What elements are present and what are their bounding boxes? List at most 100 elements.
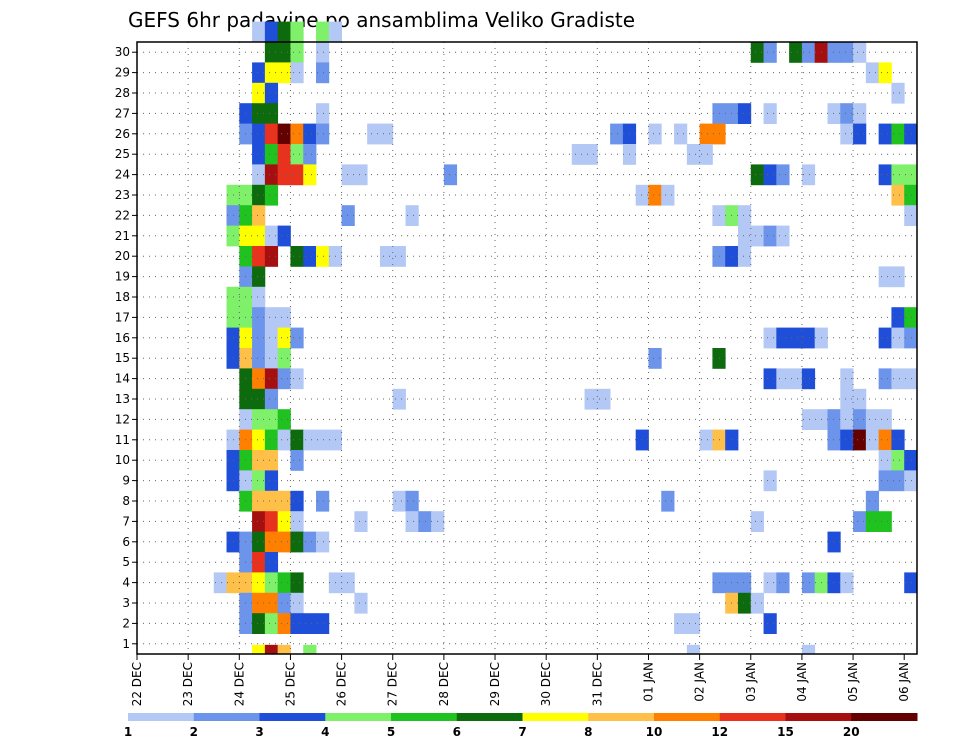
heatmap-cell [827, 572, 841, 594]
heatmap-cell [776, 164, 790, 186]
heatmap-cell [252, 246, 266, 267]
heatmap-cell [264, 644, 279, 655]
heatmap-cell [891, 266, 905, 288]
heatmap-cell [264, 613, 279, 634]
heatmap-cell [264, 429, 279, 451]
heatmap-cell [290, 531, 304, 553]
heatmap-cell [405, 205, 419, 226]
heatmap-cell [904, 164, 918, 186]
colorbar-swatch [522, 713, 589, 721]
heatmap-cell [303, 613, 317, 634]
heatmap-cell [252, 644, 266, 655]
heatmap-cell [686, 644, 701, 655]
heatmap-cell [584, 388, 598, 410]
heatmap-cell [853, 409, 867, 430]
heatmap-cell [341, 572, 355, 594]
heatmap-cell [904, 205, 918, 226]
y-tick-label: 8 [122, 494, 130, 508]
heatmap-cell [252, 470, 266, 492]
heatmap-cell [840, 388, 854, 410]
heatmap-cell [264, 82, 279, 104]
heatmap-cell [264, 592, 279, 614]
heatmap-cell [763, 327, 777, 349]
y-tick-label: 15 [115, 351, 130, 365]
heatmap-cell [277, 592, 291, 614]
heatmap-cell [878, 62, 892, 84]
heatmap-cell [264, 62, 279, 84]
heatmap-cell [277, 62, 291, 84]
heatmap-cell [277, 348, 291, 369]
heatmap-cell [367, 123, 381, 145]
heatmap-cell [904, 123, 918, 145]
colorbar-label: 3 [255, 725, 263, 739]
heatmap-cell [303, 429, 317, 451]
heatmap-cell [277, 644, 291, 655]
x-tick-label: 31 DEC [590, 662, 604, 706]
colorbar-label: 8 [584, 725, 592, 739]
heatmap-cell [737, 103, 752, 124]
heatmap-cell [316, 490, 330, 512]
heatmap-cell [252, 592, 266, 614]
heatmap-cell [750, 511, 764, 532]
heatmap-cell [277, 123, 291, 145]
heatmap-cell [264, 21, 279, 43]
heatmap-cell [635, 184, 649, 206]
heatmap-cell [264, 123, 279, 145]
heatmap-cell [853, 388, 867, 410]
heatmap-cell [904, 327, 918, 349]
heatmap-cell [252, 184, 266, 206]
colorbar-swatch [391, 713, 458, 721]
chart-title: GEFS 6hr padavine po ansamblima Veliko G… [128, 8, 635, 32]
y-tick-label: 9 [122, 474, 130, 488]
x-tick-label: 24 DEC [232, 662, 246, 706]
y-tick-label: 23 [115, 188, 130, 202]
heatmap-cell [277, 144, 291, 165]
heatmap-cell [316, 103, 330, 124]
heatmap-cell [252, 490, 266, 512]
heatmap-cell [392, 246, 406, 267]
heatmap-cell [277, 225, 291, 247]
heatmap-cell [277, 307, 291, 328]
colorbar-swatch [128, 713, 195, 721]
heatmap-cell [264, 225, 279, 247]
heatmap-cell [290, 490, 304, 512]
heatmap-cell [763, 225, 777, 247]
heatmap-cell [316, 613, 330, 634]
heatmap-cell [264, 490, 279, 512]
heatmap-cell [252, 450, 266, 471]
heatmap-cell [699, 429, 713, 451]
heatmap-cell [264, 164, 279, 186]
heatmap-cell [252, 368, 266, 390]
heatmap-cell [827, 409, 841, 430]
x-axis-ticks: 22 DEC 23 DEC 24 DEC 25 DEC 26 DEC 27 DEC 28 D… [130, 654, 911, 706]
heatmap-cell [750, 225, 764, 247]
heatmap-cell [674, 123, 688, 145]
heatmap-cell [763, 42, 777, 63]
heatmap-cell [737, 592, 752, 614]
x-tick-label: 30 DEC [539, 662, 553, 706]
y-tick-label: 22 [115, 208, 130, 222]
heatmap-cell [610, 123, 624, 145]
heatmap-cell [316, 21, 330, 43]
heatmap-cell [264, 572, 279, 594]
heatmap-cell [405, 511, 419, 532]
heatmap-cell [252, 144, 266, 165]
x-tick-label: 03 JAN [744, 662, 758, 702]
x-tick-label: 02 JAN [693, 662, 707, 702]
heatmap-cell [290, 42, 304, 63]
heatmap-cell [776, 368, 790, 390]
heatmap-cell [891, 82, 905, 104]
heatmap-cell [737, 205, 752, 226]
y-tick-label: 7 [122, 514, 130, 528]
heatmap-cell [853, 42, 867, 63]
heatmap-cell [865, 62, 880, 84]
heatmap-cell [290, 144, 304, 165]
heatmap-cell [904, 184, 918, 206]
heatmap-cell [891, 307, 905, 328]
x-tick-label: 04 JAN [795, 662, 809, 702]
heatmap-cell [789, 368, 803, 390]
heatmap-cell [264, 246, 279, 267]
heatmap-cell [763, 572, 777, 594]
heatmap-cell [290, 429, 304, 451]
heatmap-cell [865, 429, 880, 451]
